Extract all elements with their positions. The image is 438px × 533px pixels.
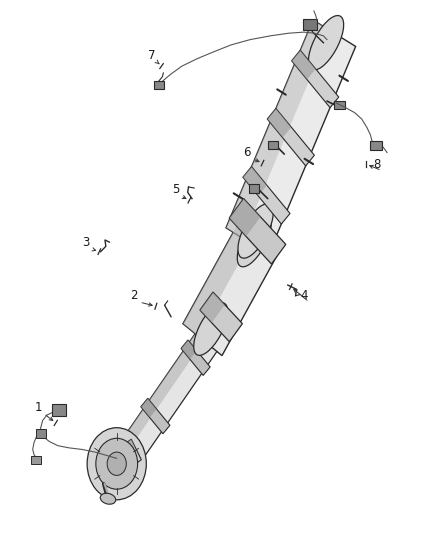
Polygon shape (229, 198, 261, 237)
FancyBboxPatch shape (249, 184, 259, 193)
Polygon shape (226, 20, 356, 254)
Polygon shape (141, 398, 170, 434)
Text: 3: 3 (83, 236, 90, 249)
FancyBboxPatch shape (36, 429, 46, 438)
Circle shape (107, 452, 126, 475)
Text: 4: 4 (300, 289, 307, 302)
Ellipse shape (194, 303, 228, 356)
Polygon shape (183, 214, 282, 356)
Polygon shape (243, 167, 267, 196)
FancyBboxPatch shape (268, 141, 278, 149)
FancyBboxPatch shape (31, 456, 41, 464)
Polygon shape (200, 292, 242, 342)
Polygon shape (292, 50, 316, 79)
Text: 2: 2 (131, 289, 138, 302)
Polygon shape (243, 167, 290, 224)
Polygon shape (112, 439, 135, 462)
Ellipse shape (237, 214, 271, 267)
Ellipse shape (238, 204, 273, 258)
Text: 7: 7 (148, 49, 155, 62)
Polygon shape (229, 198, 286, 264)
Polygon shape (292, 50, 339, 108)
Ellipse shape (308, 15, 344, 70)
Polygon shape (181, 340, 210, 375)
FancyBboxPatch shape (154, 81, 164, 89)
Polygon shape (141, 398, 157, 417)
Polygon shape (112, 439, 141, 474)
Polygon shape (226, 20, 330, 238)
Text: 8: 8 (373, 158, 380, 171)
Polygon shape (181, 340, 197, 359)
Text: 5: 5 (172, 183, 179, 196)
Circle shape (87, 427, 146, 500)
Circle shape (96, 438, 138, 489)
Polygon shape (267, 108, 291, 138)
Polygon shape (120, 310, 219, 451)
Polygon shape (183, 214, 258, 336)
FancyBboxPatch shape (304, 19, 318, 30)
Polygon shape (200, 292, 225, 322)
Text: 6: 6 (244, 146, 251, 159)
FancyBboxPatch shape (334, 101, 345, 109)
Ellipse shape (100, 493, 116, 504)
FancyBboxPatch shape (52, 405, 66, 416)
Polygon shape (120, 310, 231, 463)
FancyBboxPatch shape (370, 141, 382, 150)
Text: 1: 1 (35, 400, 42, 414)
Polygon shape (267, 108, 314, 166)
